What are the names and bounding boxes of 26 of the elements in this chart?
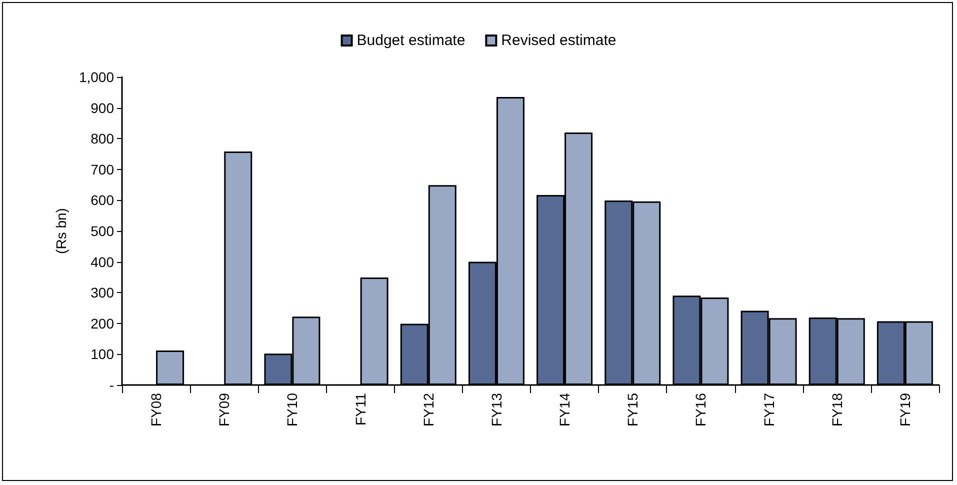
y-tick-label: 700 <box>90 161 114 178</box>
y-tick-label: 800 <box>90 130 114 147</box>
x-tick-label: FY14 <box>556 392 573 426</box>
x-tick-label: FY09 <box>216 392 232 426</box>
y-axis-title: (Rs bn) <box>53 208 70 254</box>
x-tick-label: FY13 <box>488 392 504 426</box>
y-tick-label: 200 <box>90 315 114 332</box>
x-tick-label: FY15 <box>624 392 641 426</box>
y-tick-label: 900 <box>90 100 114 116</box>
y-tick-label: 100 <box>90 346 114 362</box>
x-tick-label: FY17 <box>760 392 777 426</box>
x-tick-label: FY19 <box>896 392 913 426</box>
y-tick-label: 300 <box>90 284 114 301</box>
x-tick-label: FY16 <box>692 392 709 426</box>
y-tick-label: 600 <box>90 192 114 208</box>
y-tick-label: 500 <box>90 223 114 239</box>
x-tick-label: FY08 <box>148 392 164 426</box>
x-tick-label: FY11 <box>352 392 368 426</box>
x-tick-label: FY10 <box>284 392 300 426</box>
y-tick-label: - <box>109 377 114 393</box>
legend-label: Revised estimate <box>501 32 616 49</box>
x-tick-label: FY18 <box>828 392 845 426</box>
y-tick-label: 1,000 <box>78 69 114 85</box>
y-tick-label: 400 <box>90 254 114 270</box>
x-tick-label: FY12 <box>420 392 436 426</box>
legend-label: Budget estimate <box>356 32 466 49</box>
